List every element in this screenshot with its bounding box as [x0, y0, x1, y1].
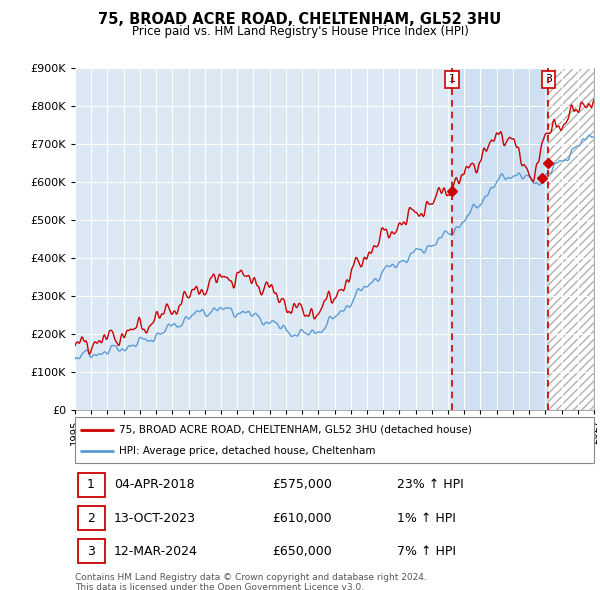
- Text: 75, BROAD ACRE ROAD, CHELTENHAM, GL52 3HU (detached house): 75, BROAD ACRE ROAD, CHELTENHAM, GL52 3H…: [119, 425, 472, 435]
- Text: 1: 1: [449, 74, 455, 84]
- Bar: [452, 68, 548, 410]
- Text: £610,000: £610,000: [272, 512, 332, 525]
- Text: 23% ↑ HPI: 23% ↑ HPI: [397, 478, 464, 491]
- Text: 1% ↑ HPI: 1% ↑ HPI: [397, 512, 455, 525]
- Text: HPI: Average price, detached house, Cheltenham: HPI: Average price, detached house, Chel…: [119, 445, 376, 455]
- Text: £575,000: £575,000: [272, 478, 332, 491]
- FancyBboxPatch shape: [77, 473, 104, 497]
- Text: 1: 1: [87, 478, 95, 491]
- Text: 7% ↑ HPI: 7% ↑ HPI: [397, 545, 456, 558]
- FancyBboxPatch shape: [77, 539, 104, 563]
- Text: 3: 3: [87, 545, 95, 558]
- Text: 04-APR-2018: 04-APR-2018: [114, 478, 194, 491]
- Text: 12-MAR-2024: 12-MAR-2024: [114, 545, 198, 558]
- Text: 13-OCT-2023: 13-OCT-2023: [114, 512, 196, 525]
- FancyBboxPatch shape: [77, 506, 104, 530]
- Text: 75, BROAD ACRE ROAD, CHELTENHAM, GL52 3HU: 75, BROAD ACRE ROAD, CHELTENHAM, GL52 3H…: [98, 12, 502, 27]
- Bar: [548, 68, 594, 410]
- Text: Price paid vs. HM Land Registry's House Price Index (HPI): Price paid vs. HM Land Registry's House …: [131, 25, 469, 38]
- Text: Contains HM Land Registry data © Crown copyright and database right 2024.
This d: Contains HM Land Registry data © Crown c…: [75, 573, 427, 590]
- Text: £650,000: £650,000: [272, 545, 332, 558]
- Text: 2: 2: [87, 512, 95, 525]
- Text: 3: 3: [545, 74, 552, 84]
- FancyBboxPatch shape: [75, 417, 594, 463]
- Bar: [548, 68, 594, 410]
